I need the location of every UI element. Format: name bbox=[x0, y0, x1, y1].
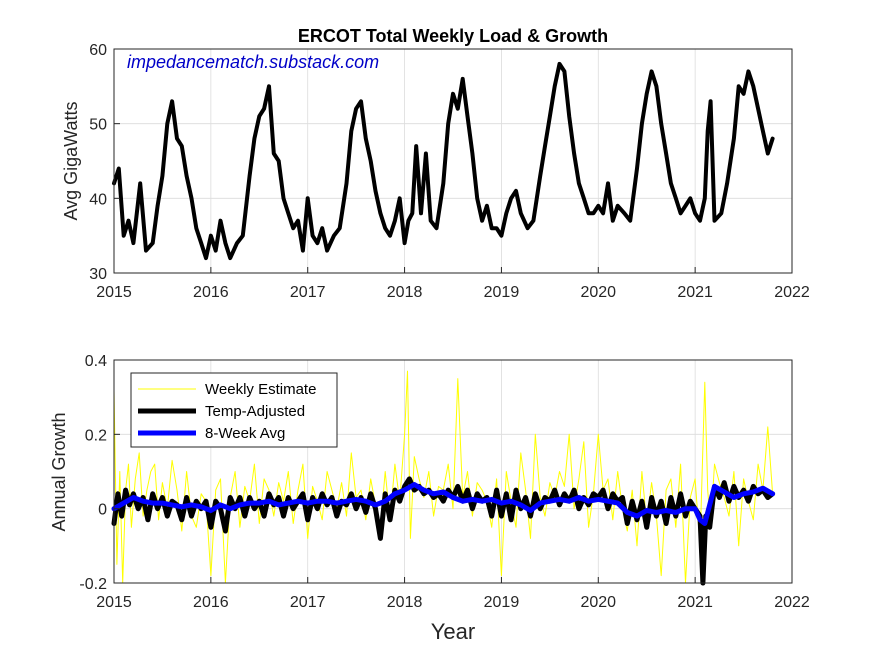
x-tick-label: 2022 bbox=[774, 284, 810, 301]
legend: Weekly Estimate Temp-Adjusted 8-Week Avg bbox=[130, 372, 338, 448]
load-chart: ERCOT Total Weekly Load & Growth 2015 201… bbox=[61, 26, 810, 301]
watermark-text: impedancematch.substack.com bbox=[127, 52, 379, 72]
x-tick-label: 2020 bbox=[580, 594, 616, 611]
weekly-estimate-series-line bbox=[113, 370, 774, 584]
load-series-line bbox=[112, 61, 775, 261]
load-chart-ylabel: Avg GigaWatts bbox=[61, 101, 81, 220]
x-tick-label: 2016 bbox=[193, 594, 229, 611]
legend-label-temp-adjusted: Temp-Adjusted bbox=[205, 403, 305, 420]
x-tick-label: 2016 bbox=[193, 284, 229, 301]
x-tick-label: 2015 bbox=[96, 594, 132, 611]
y-tick-label: 0.2 bbox=[85, 427, 107, 444]
y-tick-label: 0 bbox=[98, 502, 107, 519]
growth-chart-ylabel: Annual Growth bbox=[49, 412, 69, 531]
legend-label-8-week-avg: 8-Week Avg bbox=[205, 425, 285, 442]
load-chart-series bbox=[112, 61, 775, 261]
load-chart-axes bbox=[113, 48, 793, 274]
y-tick-label: 60 bbox=[89, 42, 107, 59]
growth-chart-xlabel: Year bbox=[431, 619, 475, 644]
x-tick-label: 2018 bbox=[387, 284, 423, 301]
x-tick-label: 2017 bbox=[290, 284, 326, 301]
growth-chart-axes bbox=[113, 359, 793, 584]
temp-adjusted-series-line bbox=[111, 476, 776, 586]
y-tick-label: 50 bbox=[89, 117, 107, 134]
x-tick-label: 2021 bbox=[677, 594, 713, 611]
x-tick-label: 2019 bbox=[484, 284, 520, 301]
growth-chart-series bbox=[111, 370, 776, 586]
y-tick-label: 0.4 bbox=[85, 353, 107, 370]
legend-label-weekly: Weekly Estimate bbox=[205, 381, 316, 398]
x-tick-label: 2020 bbox=[580, 284, 616, 301]
growth-chart-ticks: 2015 2016 2017 2018 2019 2020 2021 2022 -0.2 0 0.2… bbox=[79, 353, 809, 611]
load-chart-title: ERCOT Total Weekly Load & Growth bbox=[298, 26, 608, 46]
x-tick-label: 2017 bbox=[290, 594, 326, 611]
x-tick-label: 2019 bbox=[484, 594, 520, 611]
8-week-avg-series-line bbox=[111, 482, 776, 526]
y-tick-label: 30 bbox=[89, 266, 107, 283]
x-tick-label: 2015 bbox=[96, 284, 132, 301]
x-tick-label: 2018 bbox=[387, 594, 423, 611]
y-tick-label: 40 bbox=[89, 191, 107, 208]
growth-chart: 2015 2016 2017 2018 2019 2020 2021 2022 -0.2 0 0.2… bbox=[49, 353, 810, 644]
load-chart-ticks: 2015 2016 2017 2018 2019 2020 2021 2022 30 40 50 60 bbox=[89, 42, 810, 301]
x-tick-label: 2022 bbox=[774, 594, 810, 611]
x-tick-label: 2021 bbox=[677, 284, 713, 301]
y-tick-label: -0.2 bbox=[79, 576, 107, 593]
